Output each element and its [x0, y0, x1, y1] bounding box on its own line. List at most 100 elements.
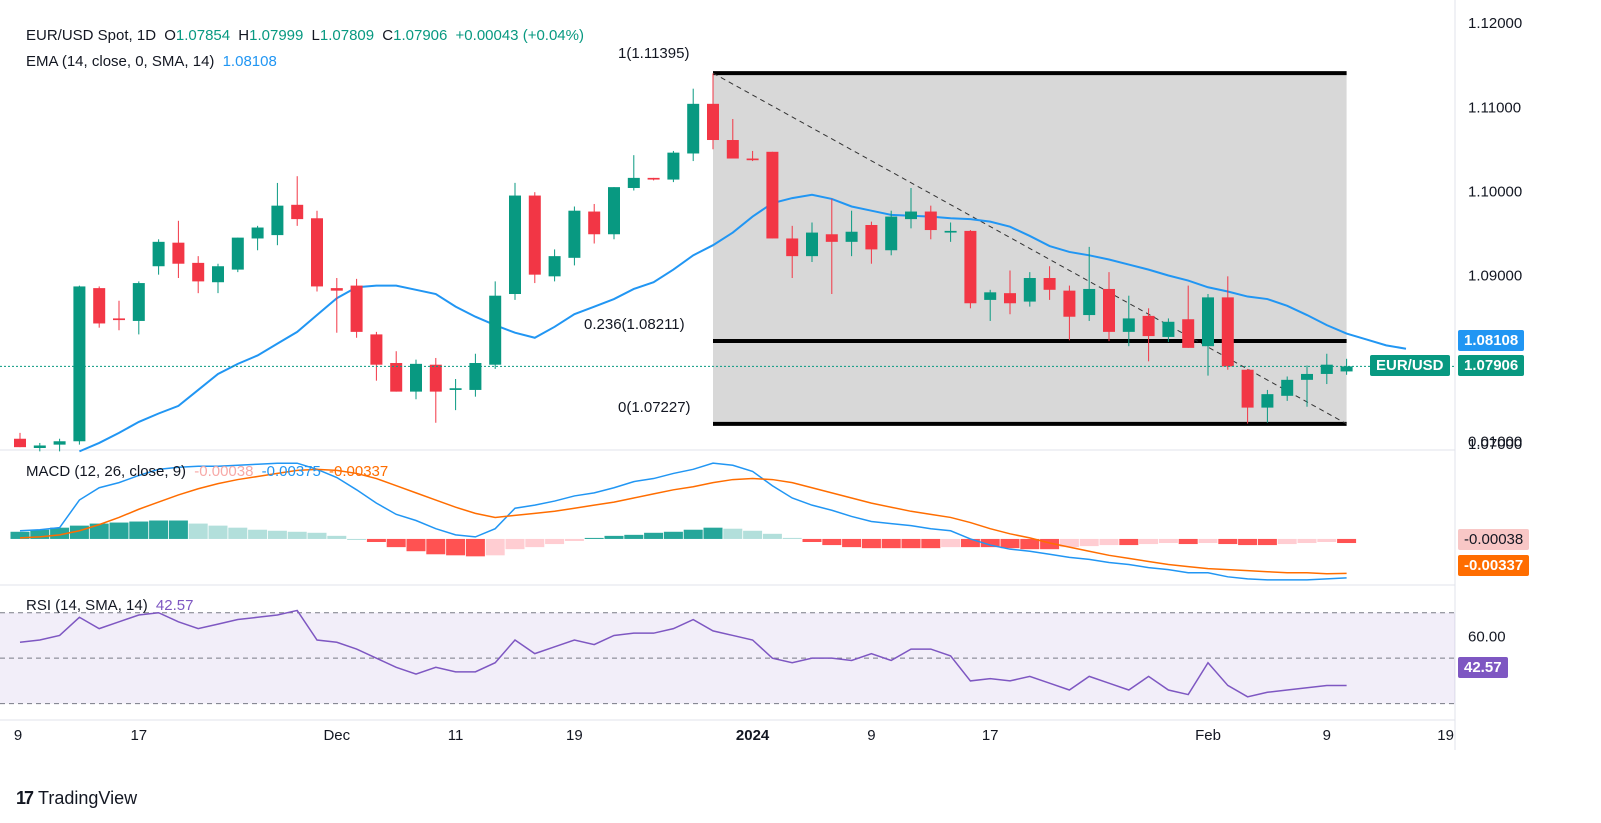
candle-body: [865, 225, 878, 250]
candle-body: [786, 238, 799, 257]
macd-histogram-bar: [307, 532, 327, 539]
time-axis-tick-label: Dec: [323, 727, 350, 744]
candle-body: [964, 230, 977, 304]
macd-histogram-bar: [1198, 538, 1218, 544]
candle-body: [489, 295, 502, 365]
macd-signal-line: [19, 468, 1347, 575]
macd-histogram-bar: [366, 538, 386, 543]
macd-histogram-bar: [1238, 538, 1258, 546]
candle-body: [548, 256, 561, 277]
price-axis-tick-label: 1.09000: [1468, 268, 1522, 285]
candle-body: [231, 237, 244, 270]
macd-histogram-bar: [109, 522, 129, 539]
symbol-price-tag: EUR/USD: [1370, 355, 1450, 376]
macd-histogram-bar: [1040, 538, 1060, 550]
macd-histogram-bar: [1079, 538, 1099, 547]
time-axis-tick-label: 9: [14, 727, 22, 744]
macd-histogram-bar: [1277, 538, 1297, 545]
candle-body: [1122, 318, 1135, 332]
macd-histogram-bar: [802, 538, 822, 543]
high-value: 1.07999: [249, 27, 304, 44]
candle-body: [608, 187, 620, 235]
macd-histogram-bar: [921, 538, 941, 549]
candle-body: [1221, 297, 1234, 367]
high-label: H: [238, 27, 250, 44]
macd-histogram-bar: [861, 538, 881, 549]
macd-histogram-bar: [1317, 538, 1337, 543]
time-axis-tick-label: 2024: [736, 727, 770, 744]
candle-body: [885, 216, 898, 251]
candle-body: [984, 292, 997, 300]
candle-body: [291, 204, 304, 220]
open-label: O: [164, 27, 176, 44]
macd-legend: MACD (12, 26, close, 9) -0.00038 -0.0037…: [26, 463, 392, 480]
last-price-tag: 1.07906: [1458, 355, 1525, 376]
macd-hist-value: -0.00038: [194, 463, 254, 480]
candle-body: [509, 195, 521, 295]
macd-histogram-bar: [267, 530, 287, 539]
macd-histogram-bar: [1218, 538, 1238, 545]
macd-line-value: -0.00375: [261, 463, 321, 480]
ema-label: EMA (14, close, 0, SMA, 14): [26, 53, 215, 70]
macd-histogram-bar: [604, 535, 624, 539]
macd-histogram-bar: [485, 538, 505, 556]
price-axis-tick-label: 1.12000: [1468, 15, 1522, 32]
macd-histogram-bar: [762, 533, 782, 539]
candle-body: [1083, 288, 1096, 316]
ema-legend: EMA (14, close, 0, SMA, 14) 1.08108: [26, 53, 281, 70]
macd-histogram-bar: [941, 538, 961, 548]
macd-histogram-bar: [1158, 538, 1178, 544]
macd-histogram-bar: [644, 532, 664, 539]
candle-body: [1202, 297, 1214, 347]
candle-body: [113, 318, 125, 321]
macd-histogram-bar: [50, 527, 70, 539]
candle-body: [1281, 379, 1294, 396]
macd-histogram-bar: [743, 530, 763, 539]
macd-histogram-bar: [446, 538, 466, 556]
macd-signal-value: -0.00337: [329, 463, 389, 480]
candle-body: [1063, 290, 1076, 317]
candle-body: [469, 363, 482, 390]
candle-body: [251, 227, 264, 239]
price-axis-tick-label: 1.07000: [1468, 436, 1522, 453]
candle-body: [14, 438, 26, 448]
close-label: C: [382, 27, 394, 44]
candle-body: [212, 266, 224, 283]
rsi-legend: RSI (14, SMA, 14) 42.57: [26, 597, 197, 614]
low-label: L: [311, 27, 320, 44]
candle-body: [390, 363, 403, 392]
candle-body: [1340, 366, 1353, 372]
candle-body: [350, 285, 363, 332]
fib-label-1: 1(1.11395): [618, 45, 690, 62]
macd-histogram-bar: [1119, 538, 1139, 546]
macd-histogram-bar: [228, 527, 248, 539]
macd-histogram-bar: [842, 538, 862, 548]
candle-body: [429, 364, 442, 392]
candle-body: [1023, 278, 1036, 302]
candle-body: [845, 231, 858, 242]
macd-histogram-bar: [822, 538, 842, 546]
macd-histogram-bar: [624, 534, 644, 539]
candle-body: [330, 288, 343, 291]
candle-body: [1043, 278, 1056, 290]
macd-label: MACD (12, 26, close, 9): [26, 463, 187, 480]
fib-label-0: 0(1.07227): [618, 399, 691, 416]
tradingview-logo[interactable]: 17 TradingView: [16, 788, 137, 809]
candle-body: [1162, 321, 1175, 337]
candle-body: [53, 441, 66, 445]
time-axis-tick-label: 9: [867, 727, 875, 744]
candle-body: [528, 195, 541, 275]
candle-body: [568, 210, 581, 258]
macd-histogram-bar: [980, 538, 1000, 548]
macd-histogram-bar: [30, 529, 50, 539]
macd-histogram-bar: [208, 525, 228, 539]
macd-line: [19, 462, 1347, 581]
rsi-line: [19, 609, 1347, 698]
macd-histogram-bar: [960, 538, 980, 548]
macd-histogram-bar: [1000, 538, 1020, 549]
candle-body: [667, 152, 680, 180]
candle-body: [746, 158, 759, 161]
candle-body: [707, 103, 719, 141]
tradingview-brand-text: TradingView: [38, 788, 138, 808]
